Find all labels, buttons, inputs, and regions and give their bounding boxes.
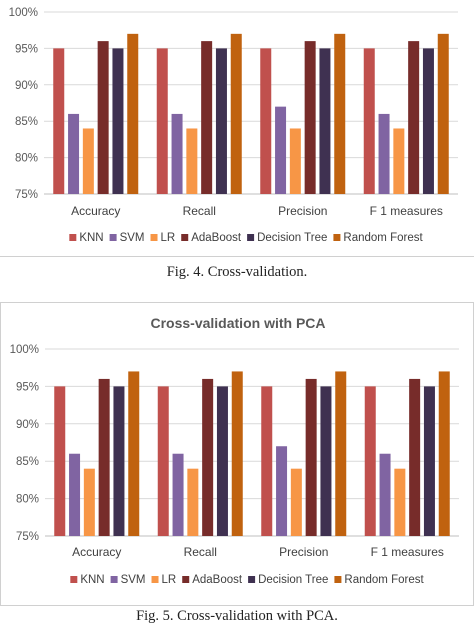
y-tick-label: 85% [15, 116, 38, 128]
y-tick-label: 100% [10, 344, 39, 356]
y-tick-label: 95% [16, 381, 39, 393]
bar-knn-f-1-measures [363, 48, 375, 195]
legend-label: LR [162, 574, 177, 586]
legend-swatch [248, 576, 256, 583]
bar-random-forest-recall [230, 33, 242, 195]
bar-knn-accuracy [53, 48, 65, 195]
bar-svm-precision [275, 106, 287, 194]
bar-lr-accuracy [83, 468, 95, 536]
chart-panel-fig4: 75% 80% 85% 90% 95% 100% Accuracy Recall Precisi… [0, 0, 474, 257]
y-tick-label: 85% [16, 456, 39, 468]
x-category-label: Precision [279, 545, 328, 559]
bar-knn-recall [157, 386, 169, 536]
y-tick-label: 75% [15, 189, 38, 201]
bar-svm-f-1-measures [378, 113, 390, 194]
bar-decision-tree-f-1-measures [422, 48, 434, 195]
bar-decision-tree-recall [216, 386, 228, 536]
bar-adaboost-precision [305, 378, 317, 536]
bar-lr-recall [186, 128, 198, 194]
bar-decision-tree-precision [320, 386, 332, 536]
y-tick-label: 80% [15, 153, 38, 165]
legend-swatch [181, 234, 189, 241]
bar-knn-f-1-measures [364, 386, 376, 536]
y-tick-label: 95% [15, 43, 38, 55]
x-category-label: F 1 measures [371, 545, 444, 559]
legend-label: SVM [120, 232, 145, 244]
figure-caption-fig4: Fig. 4. Cross-validation. [166, 264, 308, 280]
bar-decision-tree-recall [215, 48, 227, 195]
legend-swatch [151, 576, 159, 583]
legend-label: SVM [121, 574, 146, 586]
bar-random-forest-precision [334, 33, 346, 195]
legend-swatch [69, 234, 77, 241]
legend-swatch [333, 234, 341, 241]
legend-swatch [182, 576, 190, 583]
y-tick-label: 80% [16, 494, 39, 506]
bar-svm-precision [276, 446, 288, 536]
legend-label: Decision Tree [257, 232, 327, 244]
legend-swatch [334, 576, 342, 583]
bar-decision-tree-f-1-measures [423, 386, 435, 536]
bar-svm-recall [172, 453, 184, 536]
legend-label: LR [161, 232, 176, 244]
bar-knn-precision [261, 386, 273, 536]
legend-label: KNN [80, 574, 104, 586]
x-category-label: Recall [184, 545, 217, 559]
bar-random-forest-recall [231, 371, 243, 536]
bar-adaboost-accuracy [97, 41, 109, 195]
legend-label: Decision Tree [258, 574, 328, 586]
bar-lr-f-1-measures [393, 128, 405, 194]
chart-title: Cross-validation with PCA [150, 315, 325, 331]
bar-lr-precision [289, 128, 301, 194]
bar-lr-precision [290, 468, 302, 536]
bar-chart-cross-validation-pca: Cross-validation with PCA 75% 80% 85% 90% 95%… [10, 315, 459, 586]
bar-adaboost-recall [201, 41, 213, 195]
legend-swatch [109, 234, 117, 241]
legend-swatch [247, 234, 255, 241]
bar-lr-accuracy [82, 128, 94, 194]
bar-lr-f-1-measures [394, 468, 406, 536]
bar-decision-tree-accuracy [113, 386, 125, 536]
legend-label: Random Forest [344, 574, 424, 586]
legend-label: Random Forest [343, 232, 423, 244]
x-category-label: Recall [183, 204, 216, 218]
bar-knn-recall [156, 48, 168, 195]
bar-svm-accuracy [68, 113, 80, 194]
bar-adaboost-recall [202, 378, 214, 536]
bar-adaboost-accuracy [98, 378, 110, 536]
bar-random-forest-accuracy [128, 371, 140, 536]
bar-adaboost-precision [304, 41, 316, 195]
bar-knn-accuracy [54, 386, 66, 536]
y-tick-label: 90% [16, 419, 39, 431]
bar-random-forest-f-1-measures [437, 33, 449, 195]
bar-lr-recall [187, 468, 199, 536]
bar-chart-cross-validation: 75% 80% 85% 90% 95% 100% Accuracy Recall Precisi… [9, 7, 458, 244]
x-category-label: F 1 measures [370, 204, 443, 218]
bar-adaboost-f-1-measures [408, 41, 420, 195]
x-category-label: Precision [278, 204, 327, 218]
y-tick-label: 100% [9, 7, 38, 19]
chart-panel-fig5: Cross-validation with PCA 75% 80% 85% 90% 95%… [0, 302, 474, 606]
x-category-label: Accuracy [72, 545, 121, 559]
bar-decision-tree-accuracy [112, 48, 124, 195]
legend-swatch [110, 576, 118, 583]
bar-svm-accuracy [69, 453, 81, 536]
bar-svm-f-1-measures [379, 453, 391, 536]
figure-caption-fig5: Fig. 5. Cross-validation with PCA. [136, 608, 338, 624]
bar-random-forest-precision [335, 371, 347, 536]
y-tick-label: 90% [15, 80, 38, 92]
y-tick-label: 75% [16, 531, 39, 543]
legend-label: AdaBoost [192, 574, 243, 586]
bar-adaboost-f-1-measures [409, 378, 421, 536]
bar-decision-tree-precision [319, 48, 331, 195]
bar-random-forest-f-1-measures [438, 371, 450, 536]
legend-swatch [150, 234, 158, 241]
x-category-label: Accuracy [71, 204, 120, 218]
bar-svm-recall [171, 113, 183, 194]
legend-label: KNN [79, 232, 103, 244]
legend-swatch [70, 576, 78, 583]
legend-label: AdaBoost [191, 232, 242, 244]
bar-random-forest-accuracy [127, 33, 139, 195]
bar-knn-precision [260, 48, 272, 195]
